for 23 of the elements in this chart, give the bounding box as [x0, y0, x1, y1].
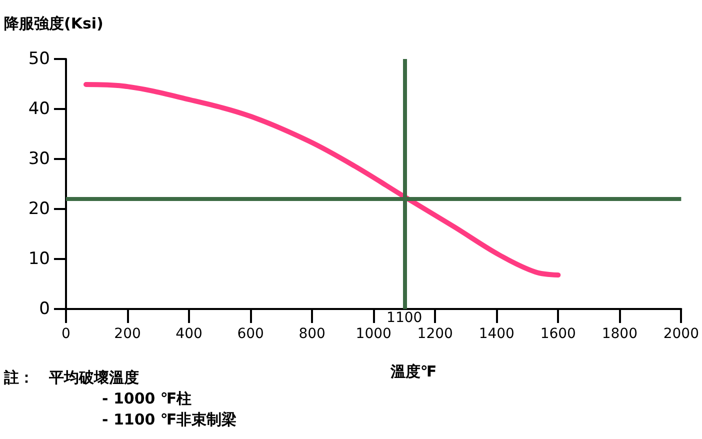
text: - 1000 ℉柱 — [102, 390, 192, 408]
x-tick-label: 1000 — [356, 326, 392, 342]
text: - 1100 ℉非束制梁 — [102, 410, 237, 428]
y-tick-label: 40 — [28, 99, 50, 119]
x-tick-label: 200 — [114, 326, 141, 342]
y-tick-label: 0 — [39, 299, 50, 319]
ref-line-label: 1100 — [386, 310, 422, 326]
y-tick-label: 10 — [28, 249, 50, 269]
x-axis-title: 溫度℉ — [389, 362, 437, 380]
x-tick-label: 400 — [176, 326, 202, 342]
y-axis-title: 降服強度(Ksi) — [4, 14, 104, 32]
x-tick-label: 600 — [237, 326, 264, 342]
y-tick-label: 20 — [28, 199, 50, 219]
x-tick-label: 1200 — [417, 326, 453, 342]
x-tick-label: 1800 — [602, 326, 638, 342]
x-tick-label: 800 — [298, 326, 326, 342]
y-tick-label: 30 — [28, 149, 50, 169]
y-tick-label: 50 — [28, 49, 50, 69]
x-tick-label: 1400 — [478, 326, 514, 342]
x-tick-label: 2000 — [663, 326, 700, 342]
x-tick-label: 0 — [62, 326, 70, 342]
x-tick-label: 1600 — [540, 326, 576, 342]
text: 註： 平均破壞溫度 — [3, 368, 139, 386]
